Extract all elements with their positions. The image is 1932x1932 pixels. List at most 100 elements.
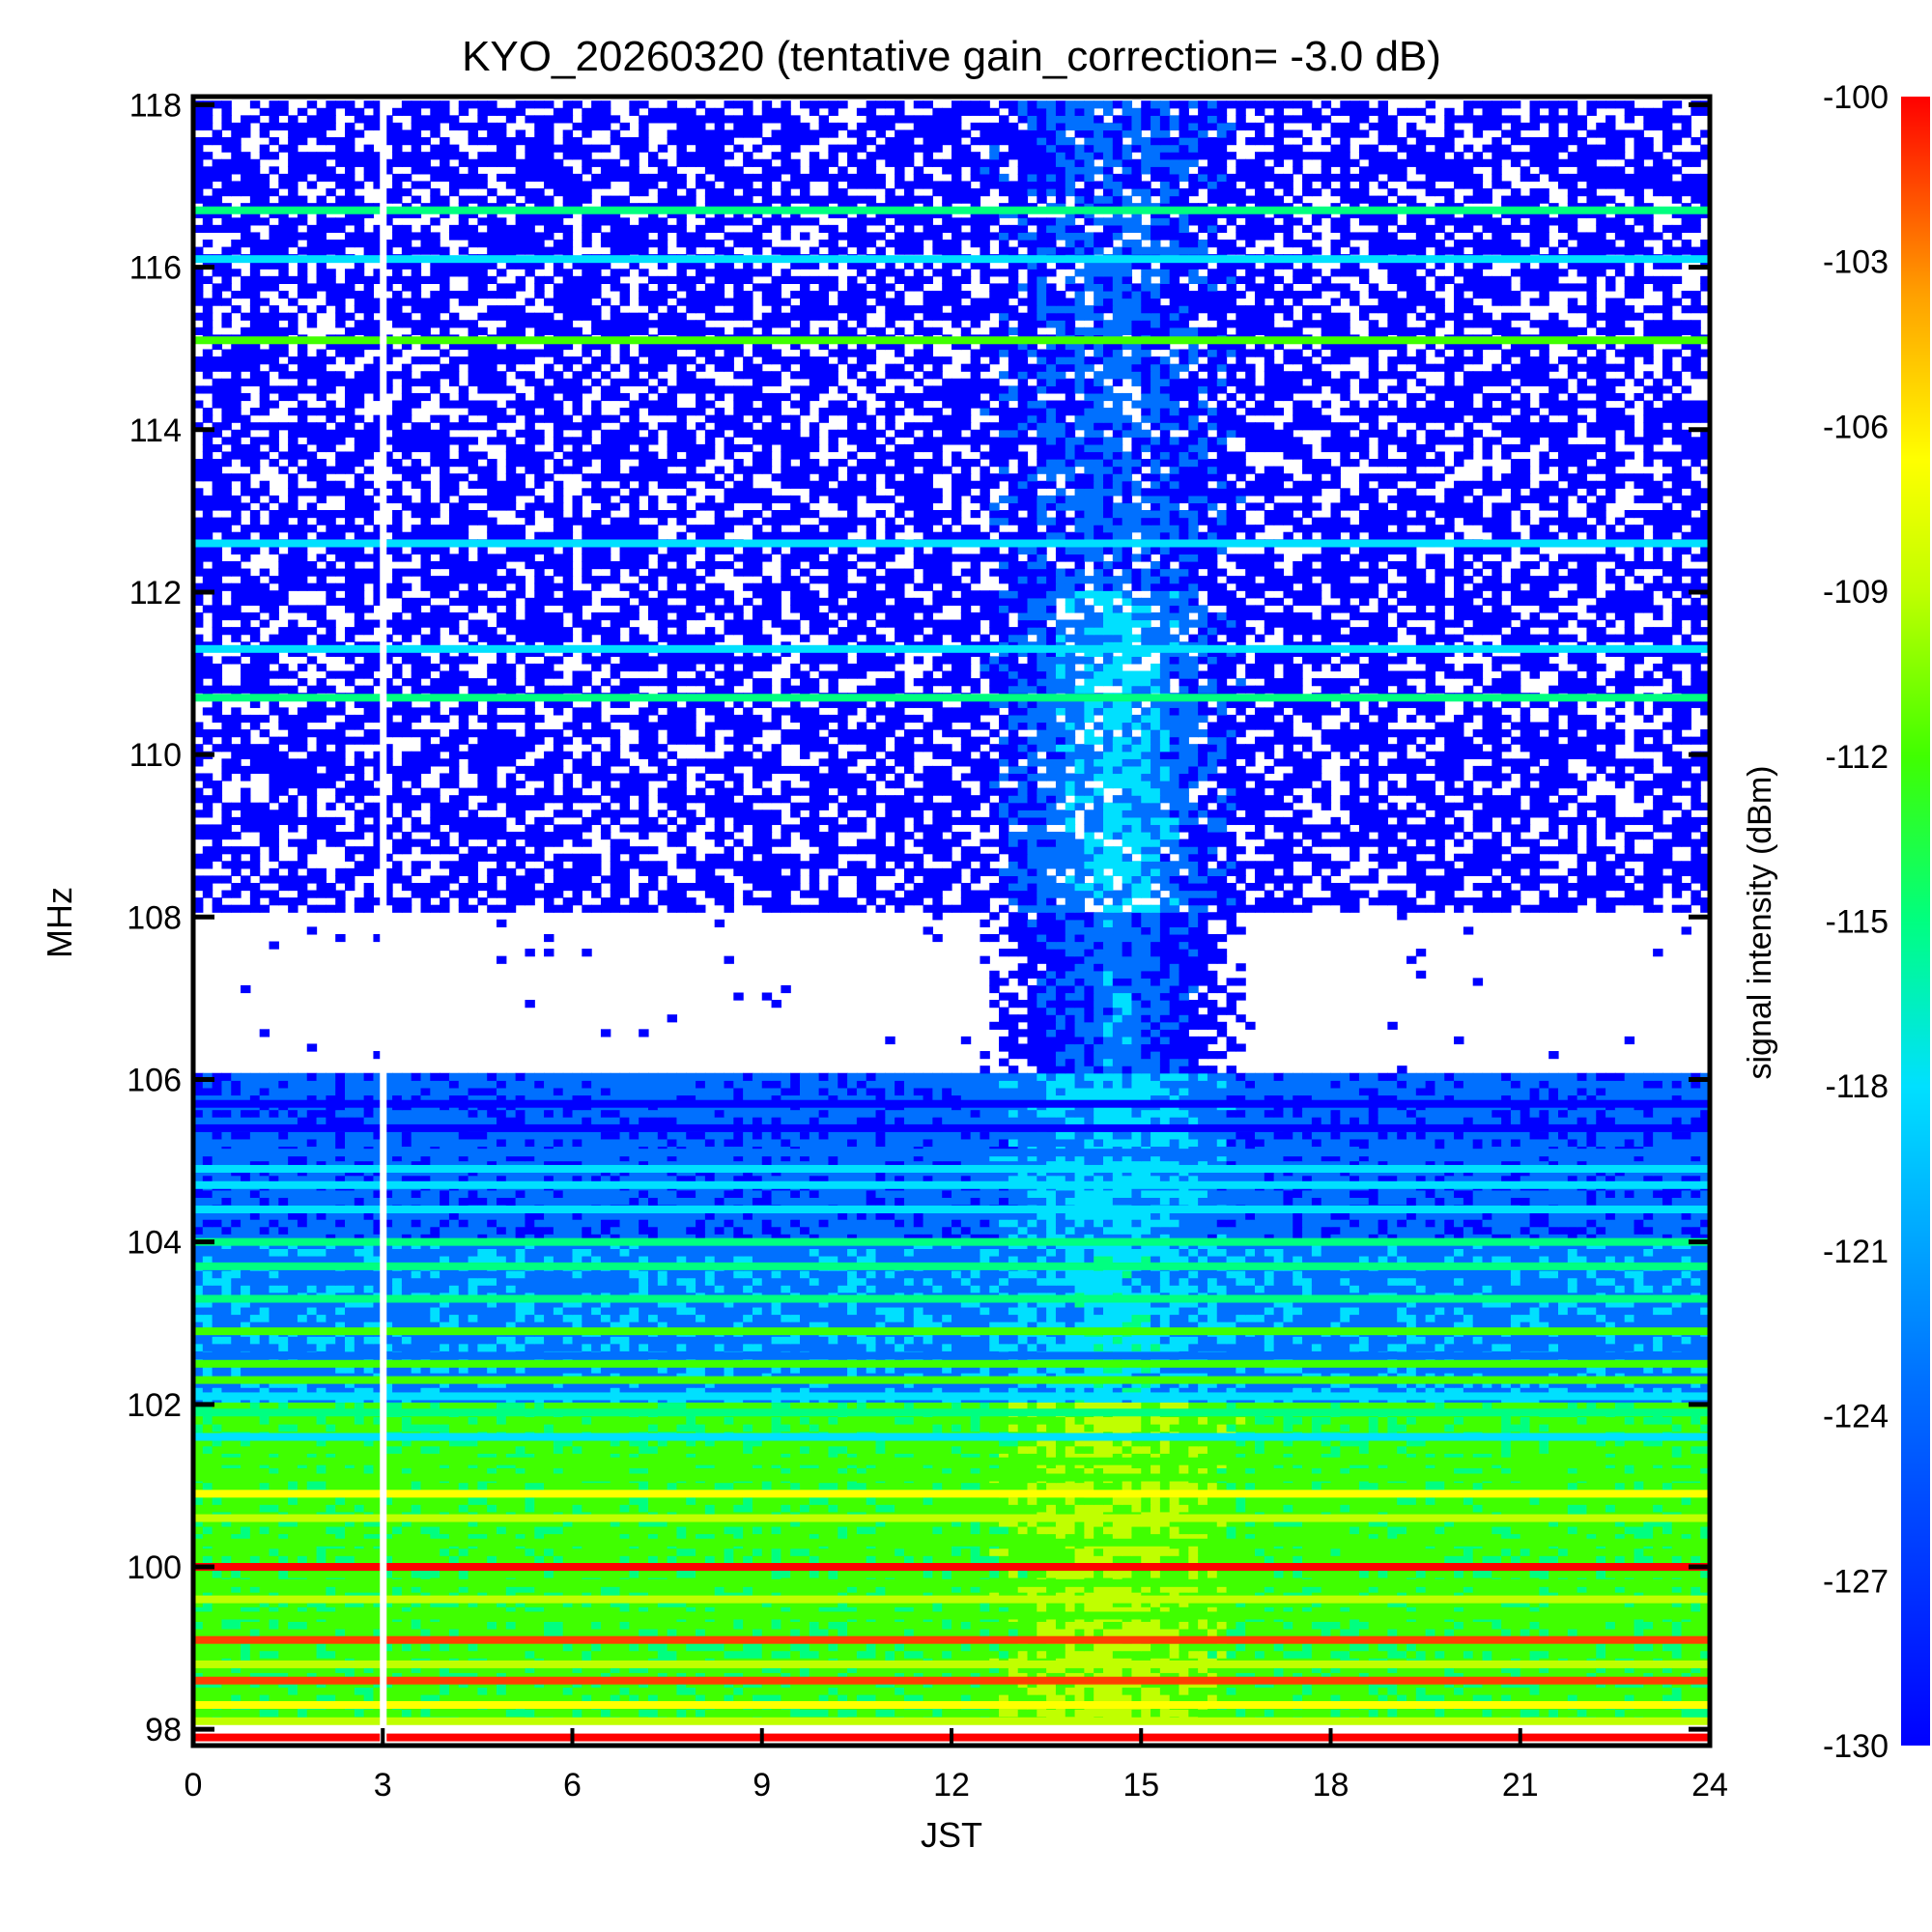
- heatmap-cell: [810, 1709, 819, 1717]
- heatmap-cell: [876, 1621, 886, 1629]
- heatmap-cell: [1217, 1687, 1227, 1694]
- heatmap-cell: [914, 1651, 923, 1659]
- heatmap-cell: [1682, 1621, 1691, 1629]
- heatmap-cell: [611, 1687, 620, 1694]
- heatmap-cell: [1293, 1651, 1302, 1659]
- heatmap-cell: [1387, 1651, 1397, 1659]
- heatmap-cell: [696, 1709, 705, 1717]
- heatmap-cell: [1359, 1643, 1369, 1651]
- heatmap-cell: [639, 1643, 648, 1651]
- heatmap-cell: [487, 1643, 497, 1651]
- heatmap-cell: [876, 1709, 886, 1717]
- heatmap-cell: [1416, 1709, 1426, 1717]
- heatmap-cell: [676, 1687, 686, 1694]
- heatmap-cell: [1568, 1621, 1577, 1629]
- heatmap-cell: [1255, 1629, 1264, 1636]
- heatmap-cell: [1283, 1709, 1293, 1717]
- heatmap-cell: [1577, 1629, 1587, 1636]
- heatmap-cell: [1274, 1629, 1284, 1636]
- heatmap-cell: [1264, 1651, 1274, 1659]
- heatmap-cell: [1084, 1629, 1094, 1636]
- heatmap-cell: [629, 1643, 639, 1651]
- heatmap-cell: [1530, 1643, 1540, 1651]
- heatmap-cell: [1643, 1651, 1653, 1659]
- heatmap-cell: [1245, 1629, 1255, 1636]
- heatmap-cell: [1682, 1687, 1691, 1694]
- heatmap-cell: [1103, 1643, 1113, 1651]
- heatmap-cell: [1511, 1629, 1520, 1636]
- heatmap-cell: [421, 1687, 431, 1694]
- heatmap-cell: [1548, 1709, 1558, 1717]
- heatmap-cell: [1056, 1709, 1065, 1717]
- heatmap-cell: [705, 1643, 715, 1651]
- heatmap-cell: [1520, 1651, 1530, 1659]
- heatmap-cell: [335, 1629, 345, 1636]
- heatmap-cell: [582, 1651, 591, 1659]
- heatmap-cell: [895, 1621, 904, 1629]
- heatmap-cell: [231, 1709, 241, 1717]
- heatmap-cell: [459, 1709, 469, 1717]
- heatmap-cell: [686, 1687, 696, 1694]
- heatmap-cell: [516, 1687, 526, 1694]
- heatmap-cell: [1520, 1687, 1530, 1694]
- heatmap-cell: [364, 1651, 374, 1659]
- heatmap-cell: [885, 1643, 895, 1651]
- heatmap-cell: [1501, 1621, 1511, 1629]
- heatmap-cell: [1435, 1643, 1444, 1651]
- heatmap-cell: [516, 1629, 526, 1636]
- heatmap-cell: [1501, 1643, 1511, 1651]
- heatmap-cell: [241, 1709, 250, 1717]
- heatmap-cell: [392, 1687, 402, 1694]
- heatmap-cell: [1141, 1621, 1151, 1629]
- heatmap-cell: [601, 1709, 611, 1717]
- heatmap-cell: [762, 1687, 772, 1694]
- heatmap-cell: [867, 1651, 876, 1659]
- heatmap-cell: [1198, 1709, 1208, 1717]
- heatmap-cell: [298, 1629, 307, 1636]
- heatmap-cell: [989, 1651, 999, 1659]
- heatmap-cell: [477, 1651, 487, 1659]
- heatmap-cell: [639, 1629, 648, 1636]
- heatmap-cell: [1444, 1643, 1454, 1651]
- heatmap-cell: [914, 1629, 923, 1636]
- heatmap-cell: [1236, 1651, 1245, 1659]
- heatmap-cell: [1037, 1709, 1046, 1717]
- heatmap-cell: [1302, 1621, 1312, 1629]
- heatmap-cell: [231, 1687, 241, 1694]
- heatmap-cell: [1682, 1629, 1691, 1636]
- heatmap-cell: [999, 1651, 1009, 1659]
- heatmap-cell: [668, 1651, 677, 1659]
- heatmap-cell: [525, 1629, 534, 1636]
- heatmap-cell: [932, 1651, 942, 1659]
- heatmap-cell: [989, 1709, 999, 1717]
- heatmap-cell: [449, 1651, 459, 1659]
- heatmap-cell: [1483, 1687, 1492, 1694]
- heatmap-cell: [961, 1687, 971, 1694]
- heatmap-cell: [923, 1709, 933, 1717]
- heatmap-cell: [932, 1687, 942, 1694]
- heatmap-cell: [1331, 1643, 1341, 1651]
- heatmap-cell: [1444, 1629, 1454, 1636]
- heatmap-cell: [298, 1621, 307, 1629]
- heatmap-cell: [1321, 1629, 1331, 1636]
- heatmap-cell: [1293, 1687, 1302, 1694]
- heatmap-cell: [1444, 1687, 1454, 1694]
- heatmap-cell: [639, 1651, 648, 1659]
- heatmap-cell: [459, 1643, 469, 1651]
- heatmap-cell: [1321, 1621, 1331, 1629]
- heatmap-cell: [1122, 1643, 1132, 1651]
- heatmap-cell: [203, 1687, 213, 1694]
- heatmap-cell: [1188, 1687, 1198, 1694]
- heatmap-cell: [733, 1709, 743, 1717]
- heatmap-cell: [1312, 1629, 1321, 1636]
- heatmap-cell: [1312, 1643, 1321, 1651]
- heatmap-cell: [1511, 1687, 1520, 1694]
- heatmap-cell: [1065, 1643, 1075, 1651]
- heatmap-cell: [1615, 1621, 1625, 1629]
- heatmap-cell: [1274, 1621, 1284, 1629]
- heatmap-cell: [1084, 1651, 1094, 1659]
- heatmap-cell: [715, 1651, 724, 1659]
- heatmap-cell: [810, 1651, 819, 1659]
- heatmap-cell: [355, 1629, 364, 1636]
- heatmap-cell: [563, 1651, 573, 1659]
